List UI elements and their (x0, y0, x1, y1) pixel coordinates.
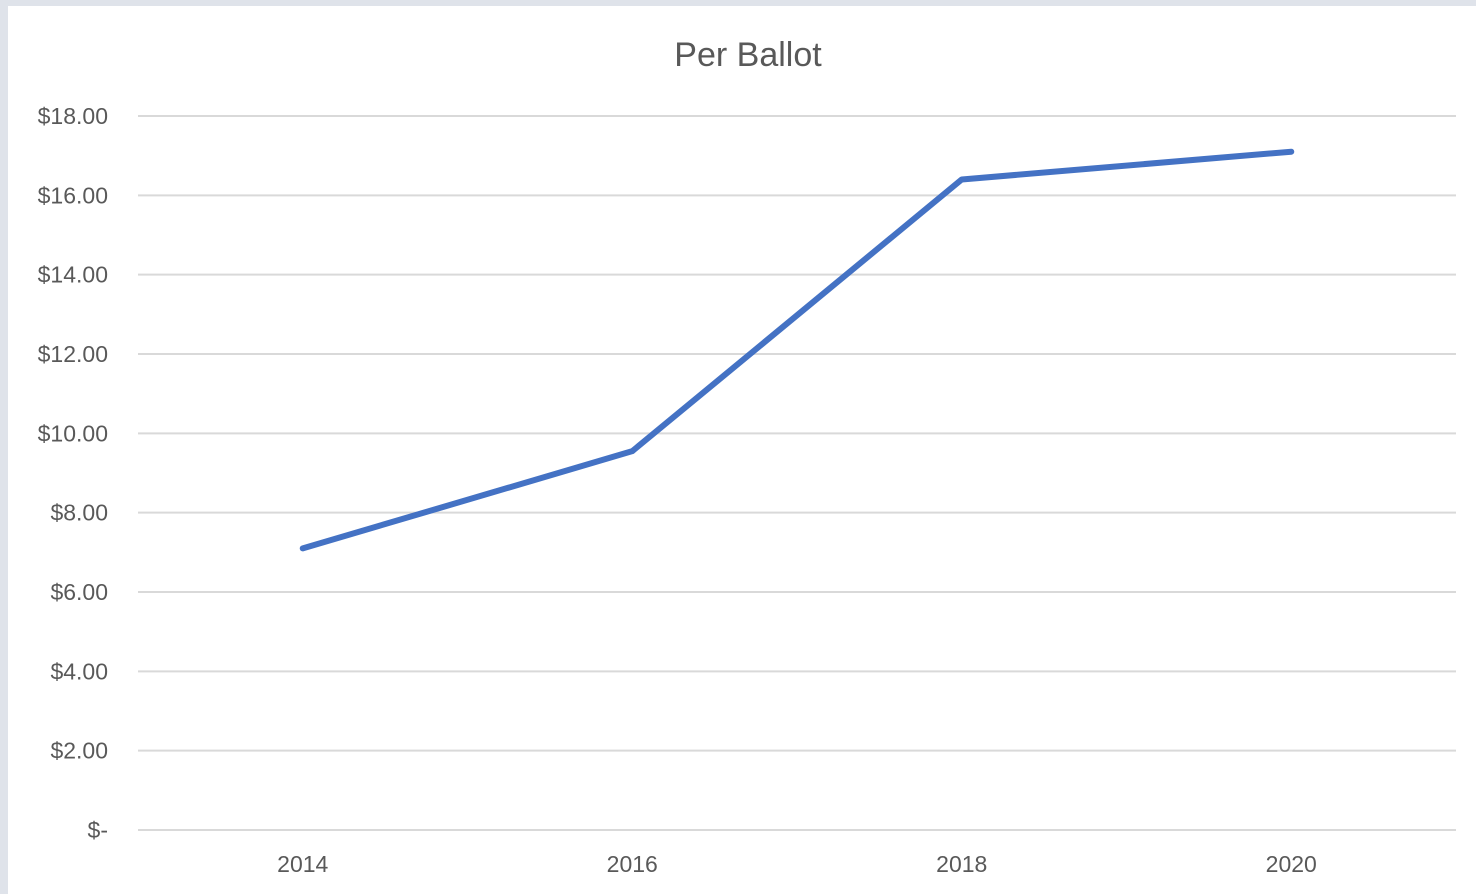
y-axis-tick-labels: $- $2.00 $4.00 $6.00 $8.00 $10.00 $12.00 $14.00… (38, 103, 108, 843)
y-tick-label: $8.00 (50, 500, 108, 526)
y-tick-label: $12.00 (38, 341, 108, 367)
series-line (299, 148, 1295, 552)
y-tick-label: $2.00 (50, 738, 108, 764)
chart-title: Per Ballot (674, 36, 822, 74)
x-axis-tick-labels: 2014 2016 2018 2020 (277, 851, 1317, 877)
series-group (299, 148, 1295, 552)
x-tick-label: 2016 (607, 851, 658, 877)
y-tick-label: $18.00 (38, 103, 108, 129)
y-tick-label: $4.00 (50, 658, 108, 684)
y-tick-label: $16.00 (38, 182, 108, 208)
y-tick-label: $14.00 (38, 262, 108, 288)
y-tick-label: $6.00 (50, 579, 108, 605)
y-tick-label: $10.00 (38, 420, 108, 446)
gridlines (138, 115, 1456, 831)
y-tick-label: $- (88, 817, 108, 843)
x-tick-label: 2018 (936, 851, 987, 877)
x-tick-label: 2014 (277, 851, 328, 877)
x-tick-label: 2020 (1266, 851, 1317, 877)
